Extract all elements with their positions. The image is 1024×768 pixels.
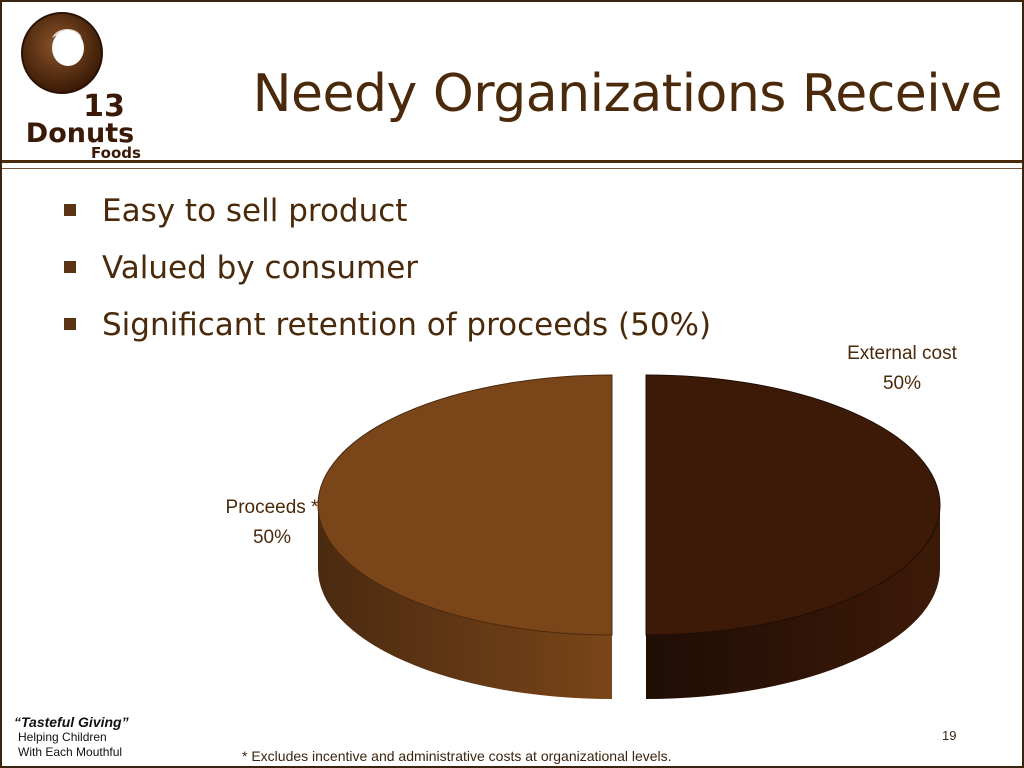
footnote: * Excludes incentive and administrative … <box>242 748 672 764</box>
slice-value: 50% <box>882 373 922 394</box>
slide-title: Needy Organizations Receive <box>252 64 1003 124</box>
bullet-list: Easy to sell product Valued by consumer … <box>64 188 711 359</box>
title-divider-thin <box>2 168 1022 169</box>
slice-name: Proceeds * <box>225 497 319 518</box>
bullet-item: Easy to sell product <box>64 188 711 245</box>
slice-label-proceeds: Proceeds * 50% <box>192 493 352 553</box>
logo-number: 13 <box>83 89 125 124</box>
pie-slice <box>317 374 613 636</box>
bullet-text: Significant retention of proceeds (50%) <box>102 307 712 343</box>
title-divider <box>2 160 1022 163</box>
tagline-line: Helping Children <box>18 730 107 744</box>
square-bullet-icon <box>64 261 76 273</box>
pie-slice-side <box>318 505 612 699</box>
bullet-text: Valued by consumer <box>102 250 419 286</box>
slice-label-external-cost: External cost 50% <box>822 339 982 399</box>
slice-value: 50% <box>252 527 292 548</box>
logo-name: Donuts <box>26 118 134 149</box>
pie-slice-side <box>646 505 940 699</box>
company-logo: 13 Donuts Foods <box>21 12 141 162</box>
tagline-line: With Each Mouthful <box>18 745 123 759</box>
logo-sub: Foods <box>91 144 141 162</box>
tagline-title: “Tasteful Giving” <box>14 714 129 730</box>
pie-slice <box>645 374 941 636</box>
slice-name: External cost <box>847 343 957 364</box>
tagline: “Tasteful Giving” Helping Children With … <box>14 714 129 760</box>
bullet-item: Significant retention of proceeds (50%) <box>64 302 711 359</box>
square-bullet-icon <box>64 318 76 330</box>
square-bullet-icon <box>64 204 76 216</box>
bullet-text: Easy to sell product <box>102 193 408 229</box>
page-number: 19 <box>942 728 957 743</box>
bullet-item: Valued by consumer <box>64 245 711 302</box>
